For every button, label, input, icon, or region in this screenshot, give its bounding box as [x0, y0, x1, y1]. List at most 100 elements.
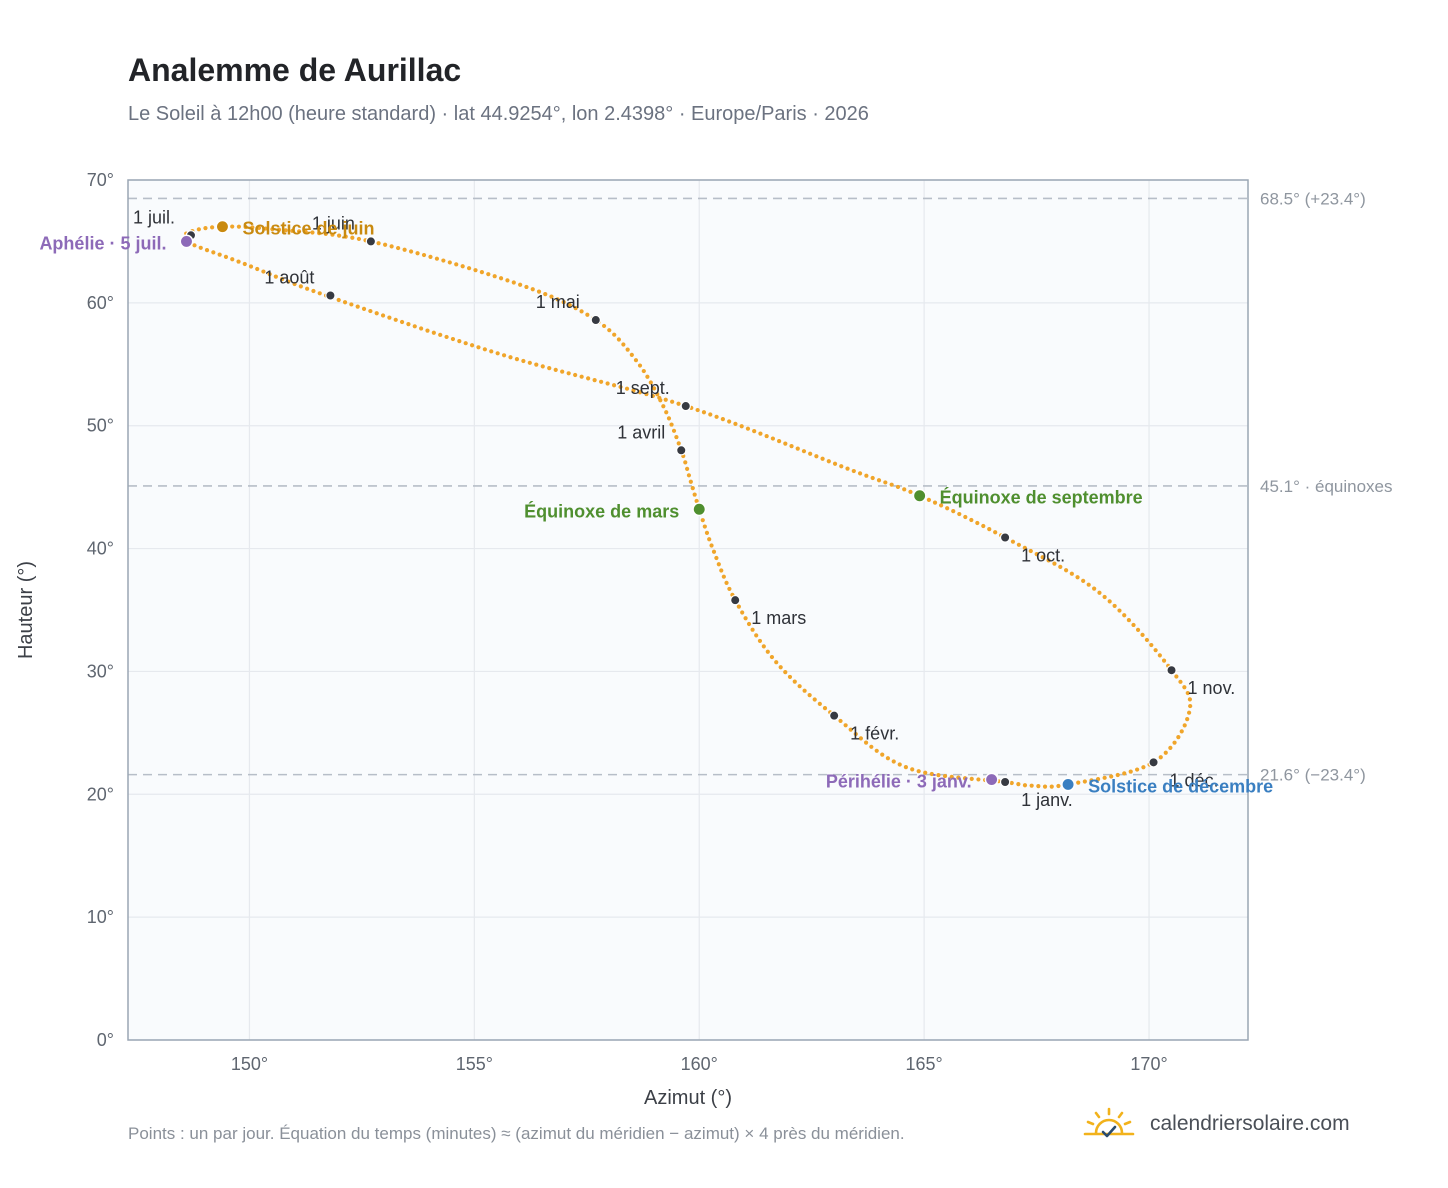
- axis-ticks: 150° 155° 160° 165° 170° 0° 10° 20° 30° 40° 50° 60°…: [87, 170, 1168, 1074]
- month-marker: [590, 314, 601, 326]
- event-label: Équinoxe de septembre: [940, 487, 1143, 508]
- daily-point: [547, 366, 552, 371]
- daily-point: [383, 242, 388, 247]
- daily-point: [460, 264, 465, 269]
- daily-point: [211, 250, 216, 255]
- daily-point: [1081, 578, 1086, 584]
- daily-point: [769, 654, 775, 660]
- daily-point: [1056, 783, 1061, 789]
- daily-point: [702, 524, 707, 529]
- daily-point: [695, 407, 700, 413]
- y-tick-label: 20°: [87, 784, 114, 804]
- daily-point: [1036, 784, 1041, 789]
- daily-point: [720, 417, 725, 422]
- daily-point: [857, 471, 863, 476]
- daily-point: [777, 438, 782, 444]
- month-label: 1 avril: [617, 422, 665, 442]
- daily-point: [1157, 653, 1162, 658]
- daily-point: [750, 627, 755, 632]
- daily-point: [688, 479, 693, 484]
- daily-point: [876, 478, 882, 483]
- page-title: Analemme de Aurillac: [128, 52, 462, 88]
- daily-point: [592, 377, 597, 383]
- daily-point: [807, 693, 812, 698]
- daily-point: [733, 421, 738, 426]
- daily-point: [479, 270, 485, 275]
- daily-point: [976, 777, 981, 782]
- daily-point: [683, 460, 688, 465]
- daily-point: [495, 351, 500, 356]
- daily-point: [1131, 622, 1136, 628]
- daily-point: [242, 261, 247, 267]
- daily-point: [534, 362, 539, 367]
- daily-point: [447, 260, 452, 265]
- daily-point: [843, 723, 848, 728]
- daily-point: [256, 225, 262, 231]
- daily-point: [1126, 617, 1132, 623]
- daily-point: [267, 272, 272, 277]
- daily-point: [795, 446, 800, 451]
- daily-point: [910, 767, 915, 772]
- y-tick-label: 70°: [87, 170, 114, 190]
- daily-point: [1049, 784, 1054, 789]
- daily-point: [752, 429, 757, 434]
- daily-point: [993, 530, 998, 535]
- daily-point: [1153, 648, 1158, 653]
- daily-point: [399, 319, 405, 325]
- daily-point: [585, 312, 590, 317]
- daily-point: [812, 697, 817, 702]
- daily-point: [676, 441, 681, 446]
- daily-point: [431, 330, 436, 335]
- brand-logo[interactable]: calendriersolaire.com: [1082, 1104, 1350, 1144]
- daily-point: [521, 358, 526, 364]
- daily-point: [870, 475, 875, 481]
- daily-point: [778, 665, 783, 670]
- event-label: Périhélie · 3 janv.: [826, 772, 972, 792]
- event-marker: [215, 219, 230, 234]
- daily-point: [1179, 729, 1184, 734]
- daily-point: [932, 500, 938, 505]
- daily-point: [303, 229, 308, 234]
- daily-point: [605, 381, 610, 386]
- daily-point: [1122, 613, 1127, 618]
- daily-point: [651, 386, 657, 391]
- daily-point: [874, 748, 879, 753]
- daily-point: [389, 244, 394, 249]
- daily-point: [393, 317, 398, 322]
- daily-point: [889, 482, 894, 487]
- daily-point: [498, 276, 504, 281]
- daily-point: [969, 517, 974, 523]
- page-subtitle: Le Soleil à 12h00 (heure standard) · lat…: [128, 103, 869, 125]
- daily-point: [1135, 767, 1140, 772]
- daily-point: [754, 633, 759, 638]
- y-axis-label: Hauteur (°): [15, 561, 37, 659]
- daily-point: [1052, 561, 1057, 566]
- reference-line-label: 21.6° (−23.4°): [1260, 766, 1366, 785]
- daily-point: [514, 357, 520, 362]
- daily-point: [243, 224, 248, 230]
- daily-point: [255, 266, 260, 272]
- daily-point: [434, 256, 440, 261]
- daily-point: [555, 297, 560, 302]
- daily-point: [845, 466, 850, 471]
- daily-point: [508, 355, 513, 360]
- x-tick-label: 160°: [681, 1054, 718, 1074]
- daily-point: [963, 514, 968, 520]
- daily-point: [826, 459, 831, 464]
- month-marker: [365, 236, 377, 247]
- month-label: 1 oct.: [1021, 546, 1065, 566]
- daily-point: [1029, 783, 1034, 788]
- daily-point: [1016, 781, 1021, 787]
- daily-point: [355, 304, 360, 309]
- event-marker: [179, 234, 194, 249]
- daily-point: [1092, 586, 1097, 591]
- y-tick-label: 50°: [87, 416, 114, 436]
- daily-point: [1102, 775, 1107, 780]
- daily-point: [290, 228, 295, 233]
- daily-point: [473, 268, 478, 273]
- daily-point: [463, 341, 468, 346]
- daily-point: [1095, 777, 1101, 782]
- daily-point: [666, 416, 672, 421]
- daily-point: [957, 511, 962, 517]
- daily-point: [198, 245, 203, 250]
